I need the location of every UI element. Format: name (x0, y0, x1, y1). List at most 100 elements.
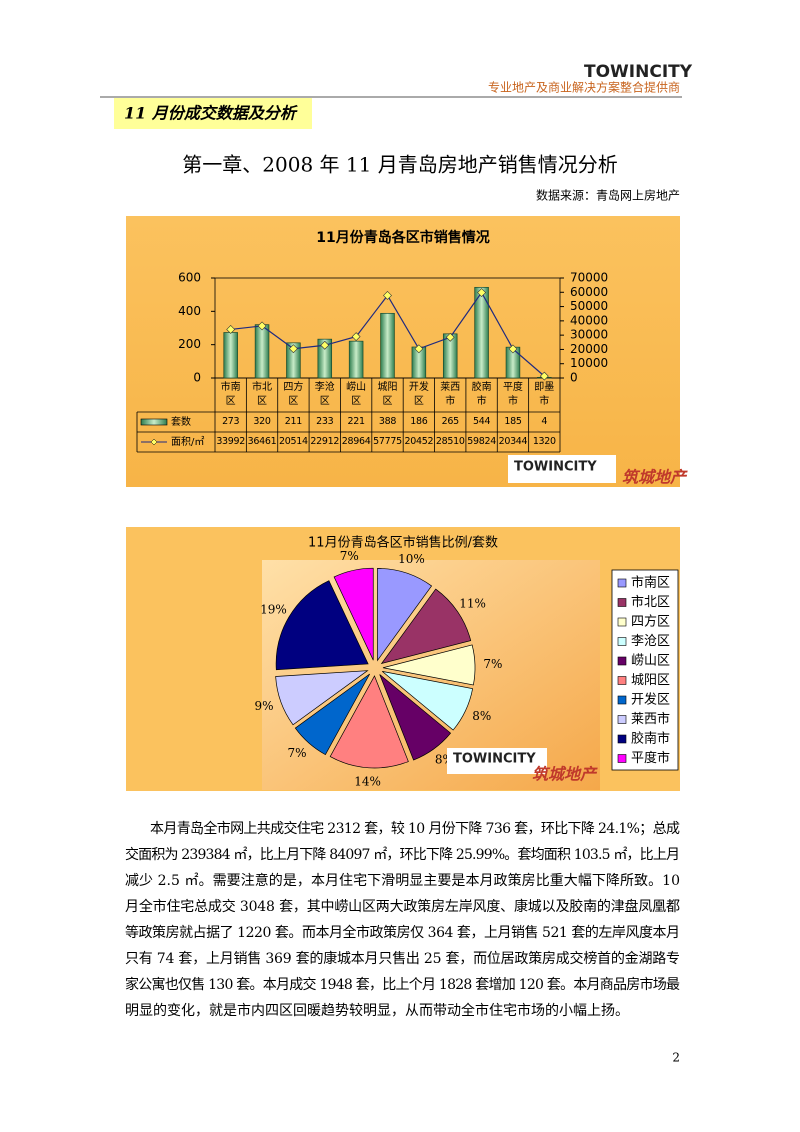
y2-tick-label: 40000 (570, 313, 608, 327)
paragraph-line: 只有 74 套，上月销售 369 套的康城本月只售出 25 套，而位居政策房成交… (125, 950, 680, 967)
table-value-box: 28510 (435, 436, 465, 447)
table-value-box: 1320 (532, 436, 556, 447)
category-label: 崂山区 (346, 382, 367, 407)
table-value: 20514 (279, 436, 308, 447)
legend-swatch (617, 617, 627, 627)
category-label: 城阳区 (377, 382, 398, 407)
y2-tick-label: 0 (570, 371, 578, 385)
paragraph-line: 减少 2.5 ㎡。需要注意的是，本月住宅下滑明显主要是本月政策房比重大幅下降所致… (125, 872, 680, 889)
category-label-box: 李沧区 (315, 382, 335, 407)
pie-slice (379, 674, 452, 761)
watermark: 筑城地产 (622, 468, 688, 487)
pie-label: 7% (340, 549, 359, 563)
line-marker (383, 291, 392, 300)
table-value: 186 (410, 416, 428, 427)
table-value: 28964 (341, 436, 371, 447)
legend-swatch (617, 637, 627, 646)
bar (380, 312, 395, 379)
category-label-box: 莱西市 (440, 382, 460, 407)
category-label: 平度市 (502, 382, 523, 407)
bar (286, 342, 301, 379)
legend-swatch (617, 715, 627, 724)
table-value: 221 (347, 416, 366, 427)
category-label: 胶南市 (471, 382, 492, 407)
legend-swatch (617, 656, 627, 666)
legend-swatch (617, 695, 627, 705)
chart-title: 11月份青岛各区市销售比例/套数 (308, 535, 498, 551)
paragraph-line: 家公寓也仅售 130 套。本月成交 1948 套，比上个月 1828 套增加 1… (125, 976, 680, 993)
legend-label: 面积/㎡ (171, 436, 204, 448)
category-label-box: 市南区 (220, 382, 241, 407)
table-value-box: 186 (410, 416, 428, 427)
category-label: 四方区 (283, 382, 304, 407)
y2-tick-label: 10000 (570, 356, 608, 370)
category-label-box: 市北区 (252, 382, 273, 407)
category-label-box: 四方区 (283, 382, 304, 407)
legend-label: 城阳区 (631, 673, 670, 688)
pie-label: 19% (260, 602, 287, 616)
paragraph-line: 等政策房就占据了 1220 套。而本月全市政策房仅 364 套，上月销售 521… (125, 924, 680, 941)
table-value: 211 (284, 416, 303, 427)
pie-slice (377, 568, 433, 662)
logo: TOWINCITY (584, 62, 693, 82)
line-marker (414, 344, 424, 354)
table-value-box: 33992 (216, 436, 246, 447)
legend-label: 莱西市 (631, 711, 670, 727)
legend-swatch (617, 754, 627, 763)
pie-slice (294, 673, 371, 756)
pie-label: 10% (398, 552, 425, 566)
table-value: 33992 (216, 436, 246, 447)
table-value: 265 (441, 416, 460, 427)
category-label: 市北区 (252, 382, 273, 407)
table-value-box: 388 (379, 416, 397, 427)
paragraph-line: 本月青岛全市网上共成交住宅 2312 套，较 10 月份下降 736 套，环比下… (150, 820, 680, 837)
legend-swatch (617, 734, 627, 744)
pie-slice (382, 644, 476, 686)
table-value-box: 221 (347, 416, 366, 427)
table-value: 1320 (532, 436, 556, 447)
legend-swatch (617, 676, 627, 685)
pie-label: 7% (287, 746, 306, 760)
pie-slice (382, 671, 474, 731)
table-value: 59824 (467, 436, 496, 447)
legend-swatch (617, 578, 627, 588)
table-value: 233 (316, 416, 334, 427)
table-value-box: 57775 (373, 436, 402, 447)
y2-tick-label: 60000 (570, 285, 608, 299)
line-marker (539, 371, 549, 381)
table-value: 22912 (310, 436, 340, 447)
table-value: 20452 (404, 436, 434, 447)
category-label: 市南区 (220, 382, 241, 407)
y-tick-label: 200 (178, 337, 201, 351)
legend-swatch (140, 418, 168, 426)
table-value-box: 28964 (341, 436, 371, 447)
table-value-box: 22912 (310, 436, 340, 447)
heading: 第一章、2008 年 11 月青岛房地产销售情况分析 (182, 153, 617, 177)
category-label-box: 即墨市 (534, 382, 554, 407)
table-value: 185 (504, 416, 522, 427)
table-value-box: 233 (316, 416, 334, 427)
legend-label: 市北区 (631, 594, 670, 610)
category-label-box: 城阳区 (377, 382, 398, 407)
bar (223, 332, 238, 379)
table-value: 28510 (435, 436, 465, 447)
line-marker (477, 288, 487, 297)
watermark: 筑城地产 (532, 765, 598, 784)
table-value-box: 20452 (404, 436, 434, 447)
table-value: 20344 (498, 436, 528, 447)
chart-title: 11月份青岛各区市销售情况 (316, 229, 489, 246)
y2-tick-label: 70000 (570, 271, 608, 285)
line-marker (351, 332, 361, 342)
logo-box (508, 455, 616, 483)
table-value-box: 20514 (279, 436, 308, 447)
legend-label: 平度市 (631, 750, 670, 766)
category-label-box: 开发区 (409, 382, 429, 407)
table-value-box: 4 (541, 416, 547, 427)
legend-marker (150, 438, 158, 446)
logo: TOWINCITY (453, 752, 536, 767)
bar (254, 324, 270, 379)
line-marker (226, 325, 236, 334)
table-value: 36461 (247, 436, 277, 447)
table-value: 544 (472, 416, 491, 427)
